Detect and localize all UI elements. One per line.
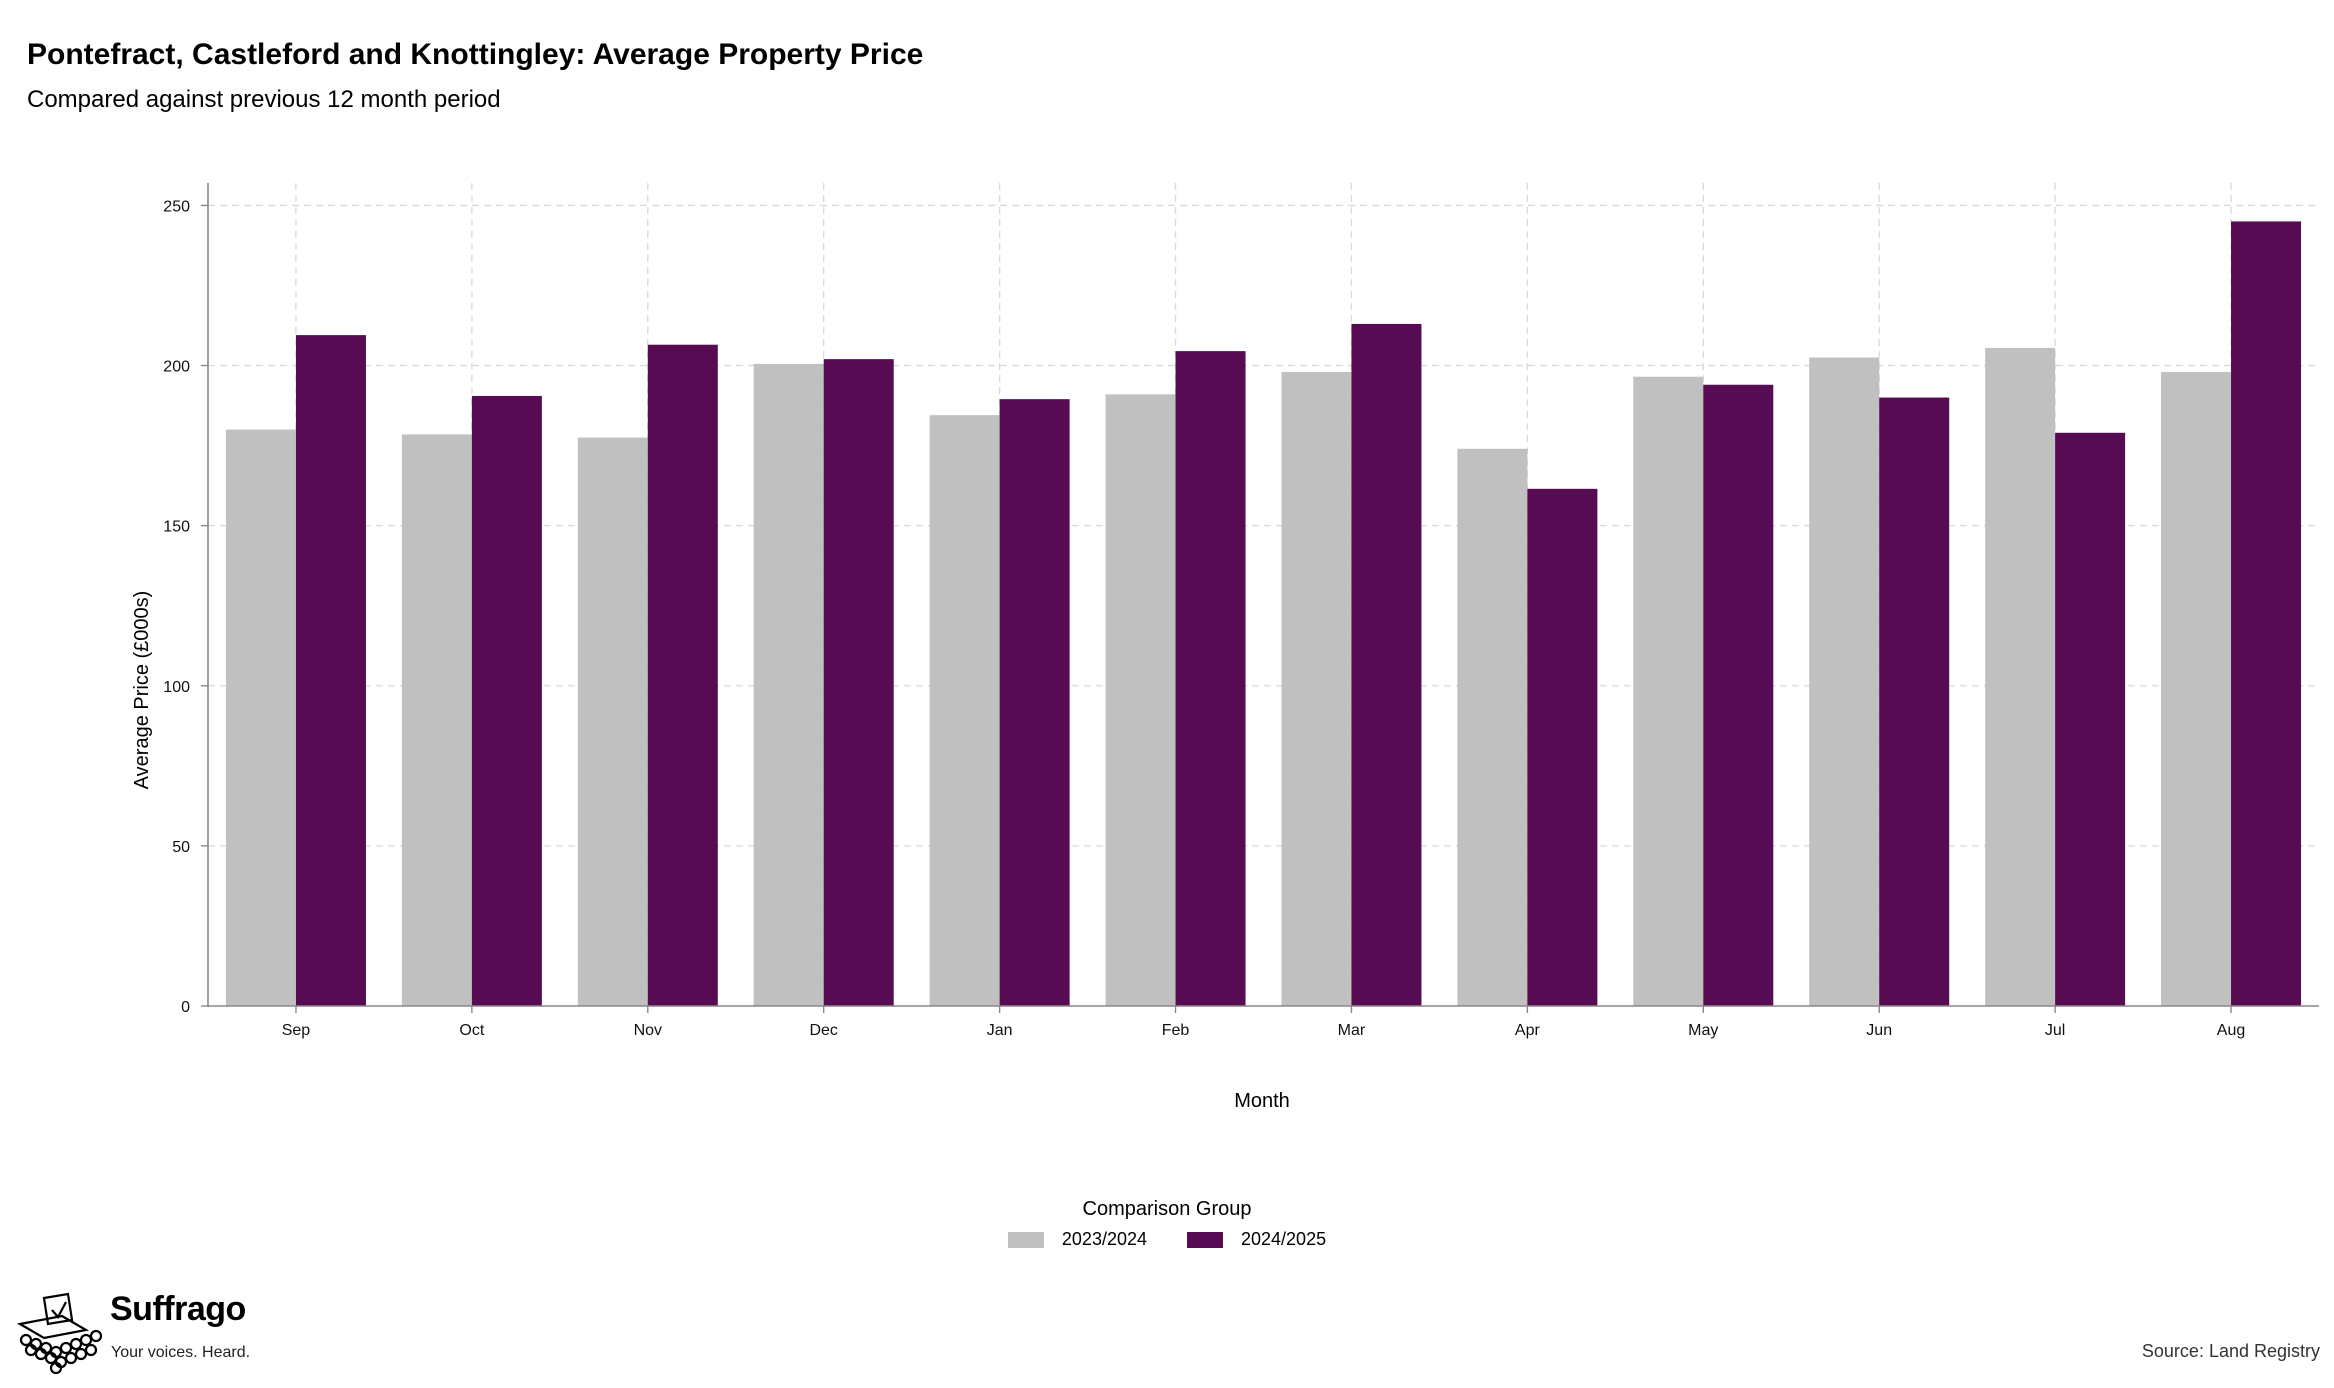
y-axis-title: Average Price (£000s) — [131, 591, 153, 790]
bar-2024-2025-oct — [471, 395, 542, 1006]
bar-2023-2024-nov — [577, 437, 648, 1007]
y-tick-label: 150 — [163, 519, 190, 536]
brand-logo: Suffrago Your voices. Heard. — [14, 1290, 274, 1380]
bar-2024-2025-may — [1703, 384, 1774, 1006]
bar-2024-2025-nov — [647, 344, 718, 1006]
x-tick-label: Sep — [282, 1022, 311, 1039]
x-axis-title: Month — [1234, 1090, 1290, 1112]
bar-2024-2025-feb — [1175, 351, 1246, 1006]
bar-2023-2024-mar — [1281, 371, 1352, 1006]
x-tick-label: Aug — [2217, 1022, 2245, 1039]
bar-2023-2024-feb — [1105, 394, 1176, 1006]
bar-2023-2024-dec — [753, 363, 824, 1007]
legend-label: 2024/2025 — [1241, 1229, 1327, 1249]
x-tick-label: Jan — [987, 1022, 1013, 1039]
x-tick-label: Nov — [634, 1022, 662, 1039]
bar-2024-2025-dec — [823, 359, 894, 1006]
x-tick-label: Jul — [2045, 1022, 2065, 1039]
bar-2024-2025-jun — [1879, 397, 1950, 1007]
bar-2024-2025-aug — [2231, 221, 2302, 1007]
axes — [201, 183, 2319, 1013]
source-note: Source: Land Registry — [2141, 1341, 2320, 1361]
bar-2023-2024-apr — [1457, 448, 1528, 1006]
legend-item-2023-2024: 2023/2024 — [1007, 1229, 1147, 1250]
brand-name: Suffrago — [110, 1290, 246, 1328]
bar-2023-2024-may — [1633, 376, 1704, 1007]
x-tick-label: Oct — [459, 1022, 484, 1039]
legend-swatch — [1187, 1231, 1223, 1248]
bar-chart: 0 50 100 150 200 250 Sep Oct Nov Dec Jan Feb Mar Apr… — [131, 183, 2319, 1112]
bar-2023-2024-jun — [1809, 357, 1880, 1007]
bar-2024-2025-jul — [2055, 432, 2126, 1006]
ballot-box-icon — [16, 1292, 103, 1375]
y-tick-label: 250 — [163, 198, 190, 215]
bars — [225, 221, 2302, 1007]
x-tick-label: Apr — [1515, 1022, 1541, 1039]
bar-2024-2025-sep — [295, 335, 366, 1006]
legend-swatch — [1007, 1231, 1044, 1248]
brand-tagline: Your voices. Heard. — [111, 1344, 251, 1361]
y-tick-label: 200 — [163, 359, 190, 376]
x-tick-label: Dec — [809, 1022, 837, 1039]
legend-label: 2023/2024 — [1061, 1229, 1147, 1249]
y-tick-label: 0 — [181, 999, 190, 1016]
legend-items: 2023/2024 2024/2025 — [0, 1229, 2334, 1250]
chart-subtitle: Compared against previous 12 month perio… — [27, 86, 501, 113]
bar-2023-2024-jul — [1985, 347, 2056, 1006]
bar-2024-2025-mar — [1351, 323, 1422, 1006]
x-tick-label: Jun — [1866, 1022, 1892, 1039]
y-tick-label: 50 — [172, 839, 190, 856]
legend-title: Comparison Group — [1082, 1198, 1252, 1220]
bar-2024-2025-jan — [999, 399, 1070, 1006]
x-tick-label: Feb — [1162, 1022, 1190, 1039]
bar-2023-2024-sep — [225, 429, 296, 1006]
bar-2024-2025-apr — [1527, 488, 1598, 1006]
bar-2023-2024-oct — [401, 434, 472, 1006]
bar-2023-2024-jan — [929, 415, 1000, 1006]
y-tick-labels: 0 50 100 150 200 250 — [163, 198, 190, 1016]
y-tick-label: 100 — [163, 679, 190, 696]
legend-item-2024-2025: 2024/2025 — [1187, 1229, 1326, 1250]
x-tick-label: Mar — [1338, 1022, 1366, 1039]
x-tick-label: May — [1688, 1022, 1718, 1039]
legend: Comparison Group 2023/2024 2024/2025 — [0, 1198, 2334, 1250]
chart-title: Pontefract, Castleford and Knottingley: … — [27, 38, 924, 71]
bar-2023-2024-aug — [2161, 371, 2232, 1006]
x-tick-labels: Sep Oct Nov Dec Jan Feb Mar Apr May Jun Jul Aug — [282, 1022, 2246, 1039]
